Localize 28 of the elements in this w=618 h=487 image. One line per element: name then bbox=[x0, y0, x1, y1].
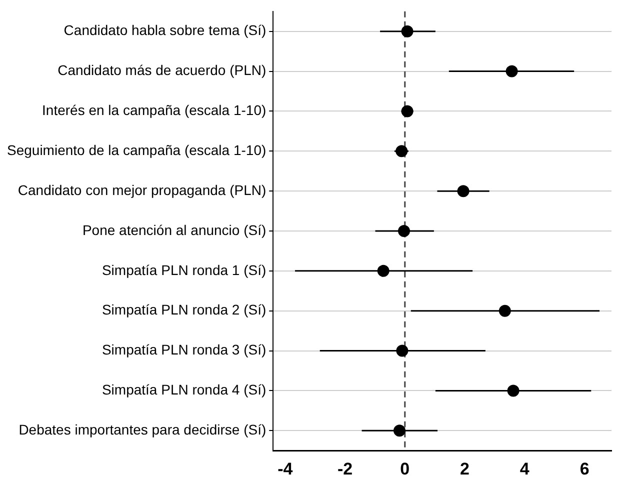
y-tick-label: Simpatía PLN ronda 3 (Sí) bbox=[102, 342, 266, 358]
y-tick-label: Simpatía PLN ronda 2 (Sí) bbox=[102, 302, 266, 318]
point bbox=[394, 424, 406, 437]
y-tick-label: Candidato habla sobre tema (Sí) bbox=[64, 22, 266, 38]
y-tick-label: Debates importantes para decidirse (Sí) bbox=[18, 421, 266, 438]
y-tick-label: Simpatía PLN ronda 4 (Sí) bbox=[102, 382, 266, 398]
point bbox=[401, 105, 414, 118]
y-tick-label: Candidato más de acuerdo (PLN) bbox=[58, 62, 266, 78]
point bbox=[507, 384, 520, 397]
x-tick-label: 2 bbox=[460, 459, 470, 478]
y-tick-label: Seguimiento de la campaña (escala 1-10) bbox=[6, 142, 266, 158]
point bbox=[401, 25, 414, 38]
y-tick-label: Pone atención al anuncio (Sí) bbox=[82, 222, 266, 238]
point bbox=[396, 344, 408, 357]
x-tick-label: 6 bbox=[580, 459, 590, 478]
x-tick-label: -4 bbox=[278, 459, 294, 478]
x-tick-label: 0 bbox=[400, 459, 410, 478]
y-tick-label: Simpatía PLN ronda 1 (Sí) bbox=[102, 262, 266, 278]
point bbox=[506, 65, 518, 78]
y-tick-label: Interés en la campaña (escala 1-10) bbox=[42, 102, 266, 118]
y-tick-label: Candidato con mejor propaganda (PLN) bbox=[18, 182, 266, 198]
point bbox=[377, 264, 390, 277]
point bbox=[396, 145, 408, 158]
x-tick-label: -2 bbox=[337, 459, 353, 478]
point bbox=[457, 185, 470, 198]
point bbox=[498, 304, 511, 317]
x-tick-label: 4 bbox=[520, 459, 530, 478]
point bbox=[398, 225, 410, 237]
